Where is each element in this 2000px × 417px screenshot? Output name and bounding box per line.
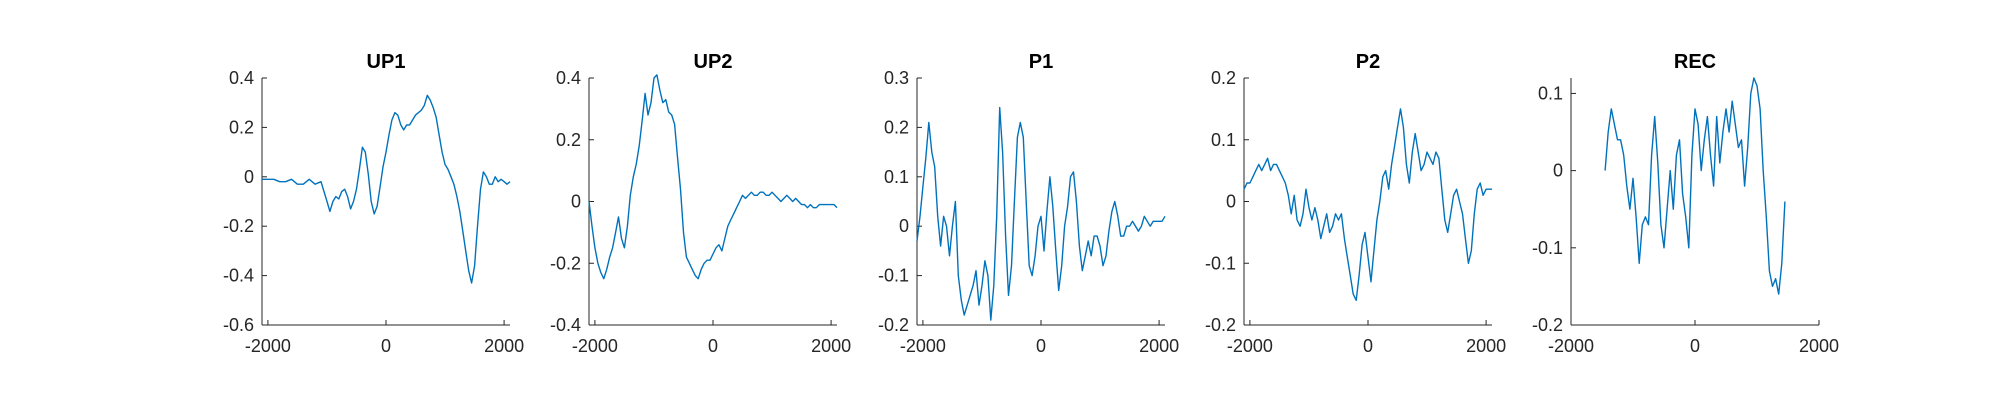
x-tick-label: 2000 [1466,336,1506,356]
x-tick-label: -2000 [1548,336,1594,356]
x-tick-label: -2000 [900,336,946,356]
x-tick-label: -2000 [245,336,291,356]
y-tick-label: 0.1 [1538,83,1563,103]
x-tick-label: 0 [1363,336,1373,356]
x-tick-label: 0 [708,336,718,356]
panel-up2: UP2 0.4 0.2 0 -0.2 -0.4-2000 0 2000 [550,51,851,356]
panel-title: REC [1674,51,1716,73]
y-tick-label: -0.1 [1205,253,1236,273]
y-tick-label: 0.1 [1211,130,1236,150]
panel-title: UP2 [694,51,733,73]
x-tick-label: 0 [1690,336,1700,356]
y-tick-label: 0 [899,216,909,236]
x-tick-label: 0 [381,336,391,356]
y-tick-label: -0.2 [550,253,581,273]
panel-rec: REC 0.1 0 -0.1 -0.2-2000 0 2000 [1532,51,1839,356]
y-tick-label: -0.1 [1532,238,1563,258]
y-tick-label: -0.4 [550,315,581,335]
y-tick-label: 0.1 [884,167,909,187]
y-tick-label: -0.6 [223,315,254,335]
y-tick-label: 0.2 [229,117,254,137]
series-line [1243,108,1492,301]
panel-up1: UP1 0.4 0.2 0 -0.2 -0.4 -0.6-2000 0 2000 [223,51,524,356]
x-tick-label: 2000 [1799,336,1839,356]
x-tick-label: 2000 [811,336,851,356]
series-line [916,106,1166,321]
panel-title: UP1 [367,51,406,73]
y-tick-label: 0.4 [229,68,254,88]
series-line [1604,77,1786,295]
panel-p2: P2 0.2 0.1 0 -0.1 -0.2-2000 0 2000 [1205,51,1506,356]
y-tick-label: -0.4 [223,266,254,286]
y-tick-label: -0.2 [1205,315,1236,335]
panel-title: P1 [1029,51,1053,73]
x-tick-label: 2000 [484,336,524,356]
panel-p1: P1 0.3 0.2 0.1 0 -0.1 -0.2-2000 0 2000 [878,51,1179,356]
y-tick-label: -0.2 [1532,315,1563,335]
x-tick-label: -2000 [1227,336,1273,356]
y-tick-label: -0.2 [878,315,909,335]
y-tick-label: 0.3 [884,68,909,88]
y-tick-label: 0 [1553,161,1563,181]
x-tick-label: -2000 [572,336,618,356]
x-tick-label: 2000 [1139,336,1179,356]
panel-title: P2 [1356,51,1380,73]
y-tick-label: 0.2 [884,117,909,137]
x-tick-label: 0 [1036,336,1046,356]
y-tick-label: -0.2 [223,216,254,236]
y-tick-label: -0.1 [878,266,909,286]
y-tick-label: 0 [1226,192,1236,212]
y-tick-label: 0.2 [556,130,581,150]
y-tick-label: 0 [244,167,254,187]
series-line [262,94,511,284]
y-tick-label: 0.4 [556,68,581,88]
y-tick-label: 0.2 [1211,68,1236,88]
series-line [588,74,838,280]
y-tick-label: 0 [571,192,581,212]
